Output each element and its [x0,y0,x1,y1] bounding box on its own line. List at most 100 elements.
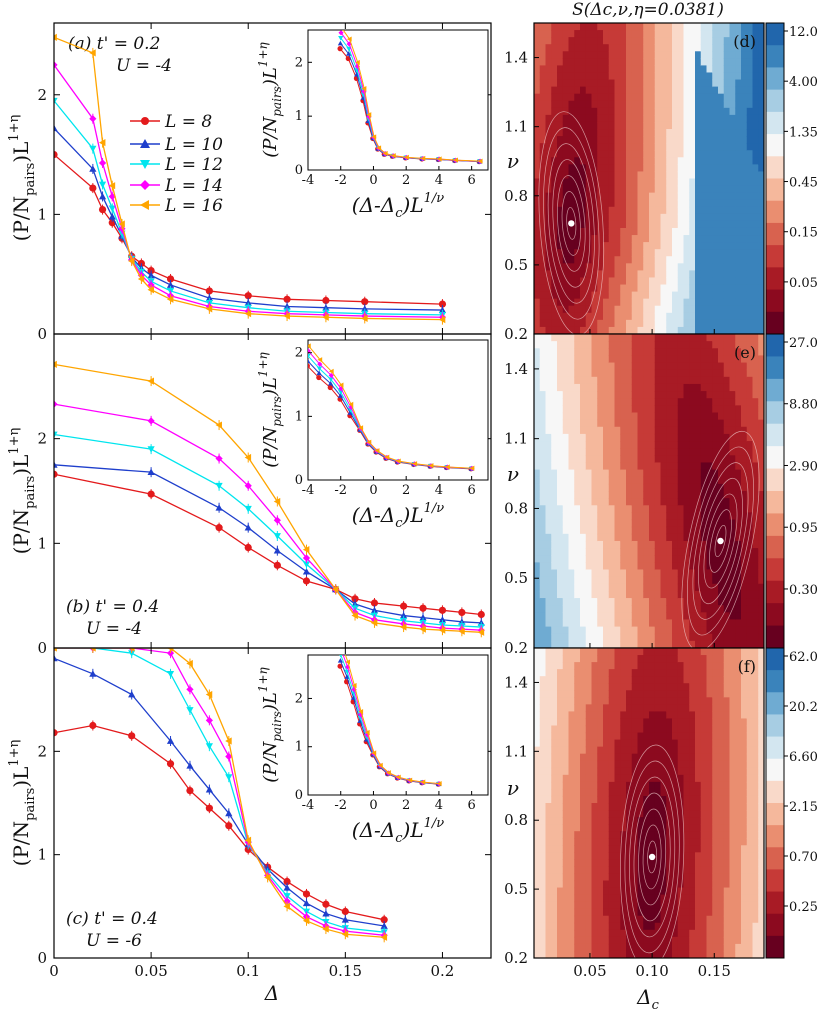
heatmap-cell [631,220,639,229]
heatmap-cell [758,362,764,371]
heatmap-cell [585,355,593,364]
heatmap-cell [620,576,627,585]
heatmap-cell [718,199,725,208]
heatmap-cell [660,270,667,279]
heatmap-cell [539,376,547,385]
heatmap-cell [677,533,685,542]
heatmap-cell [585,220,593,229]
heatmap-cell [712,598,719,606]
heatmap-cell [718,192,725,201]
heatmap-cell [597,312,604,321]
heatmap-cell [695,284,702,293]
heatmap-cell [695,277,702,286]
heatmap-cell [666,206,673,215]
heatmap-cell [660,376,667,385]
heatmap-cell [580,369,587,378]
heatmap-cell [626,143,633,151]
heatmap-cell [568,732,575,741]
heatmap-cell [545,512,552,521]
inset-point [345,664,351,670]
heatmap-cell [654,220,662,229]
heatmap-cell [626,633,633,642]
heatmap-cell [568,767,575,776]
heatmap-cell [597,305,604,314]
heatmap-cell [695,206,702,215]
heatmap-cell [585,922,593,931]
heatmap-cell [603,58,610,67]
heatmap-cell [562,362,570,371]
heatmap-cell [626,405,633,414]
heatmap-cell [706,121,713,130]
heatmap-cell [637,100,644,109]
heatmap-cell [626,619,633,628]
heatmap-cell [654,213,662,222]
heatmap-cell [649,569,656,578]
heatmap-cell [729,462,736,471]
heatmap-cell [568,192,575,201]
heatmap-cell [677,462,685,471]
heatmap-cell [591,767,598,776]
heatmap-cell [568,894,575,903]
heatmap-cell [695,58,702,67]
heatmap-cell [626,51,633,59]
heatmap-cell [562,270,570,279]
heatmap-cell [706,334,713,342]
heatmap-cell [539,943,547,952]
heatmap-cell [758,319,764,328]
heatmap-cell [700,58,708,67]
heatmap-cell [551,950,558,958]
hm-y-tick-label: 0.5 [504,256,528,274]
inset-point [376,145,382,151]
heatmap-cell [746,619,754,628]
heatmap-cell [637,476,644,485]
heatmap-cell [597,505,604,514]
heatmap-cell [620,249,627,257]
heatmap-cell [568,569,575,578]
heatmap-cell [545,114,552,123]
heatmap-cell [729,383,736,392]
heatmap-cell [666,93,673,102]
heatmap-cell [695,129,702,137]
heatmap-cell [574,859,581,868]
heatmap-cell [654,312,662,321]
heatmap-cell [631,270,639,279]
colorbar-swatch [766,535,784,559]
heatmap-cell [597,376,604,385]
heatmap-cell [597,887,604,896]
heatmap-cell [608,633,616,642]
heatmap-cell [746,562,754,571]
heatmap-cell [752,220,759,229]
heatmap-cell [562,312,570,321]
heatmap-cell [752,426,759,435]
heatmap-cell [723,569,731,578]
heatmap-cell [637,583,644,592]
heatmap-cell [637,178,644,187]
heatmap-cell [729,235,736,243]
heatmap-cell [723,505,731,514]
heatmap-cell [534,753,541,762]
heatmap-cell [735,426,742,435]
heatmap-cell [574,753,581,762]
heatmap-cell [746,583,754,592]
heatmap-cell [752,355,759,364]
heatmap-cell [568,548,575,556]
heatmap-cell [574,817,581,825]
heatmap-cell [614,86,621,95]
heatmap-cell [700,612,708,621]
heatmap-cell [626,107,633,116]
heatmap-cell [534,648,541,656]
heatmap-cell [637,206,644,215]
heatmap-cell [620,491,627,499]
heatmap-cell [649,519,656,528]
contour-line [698,477,743,605]
heatmap-cell [545,491,552,499]
heatmap-cell [534,950,541,958]
heatmap-cell [718,263,725,271]
heatmap-cell [712,533,719,542]
inset-point [338,386,344,392]
heatmap-cell [574,79,581,88]
heatmap-cell [574,662,581,670]
heatmap-cell [706,448,713,456]
heatmap-cell [631,23,639,31]
heatmap-cell [574,157,581,165]
